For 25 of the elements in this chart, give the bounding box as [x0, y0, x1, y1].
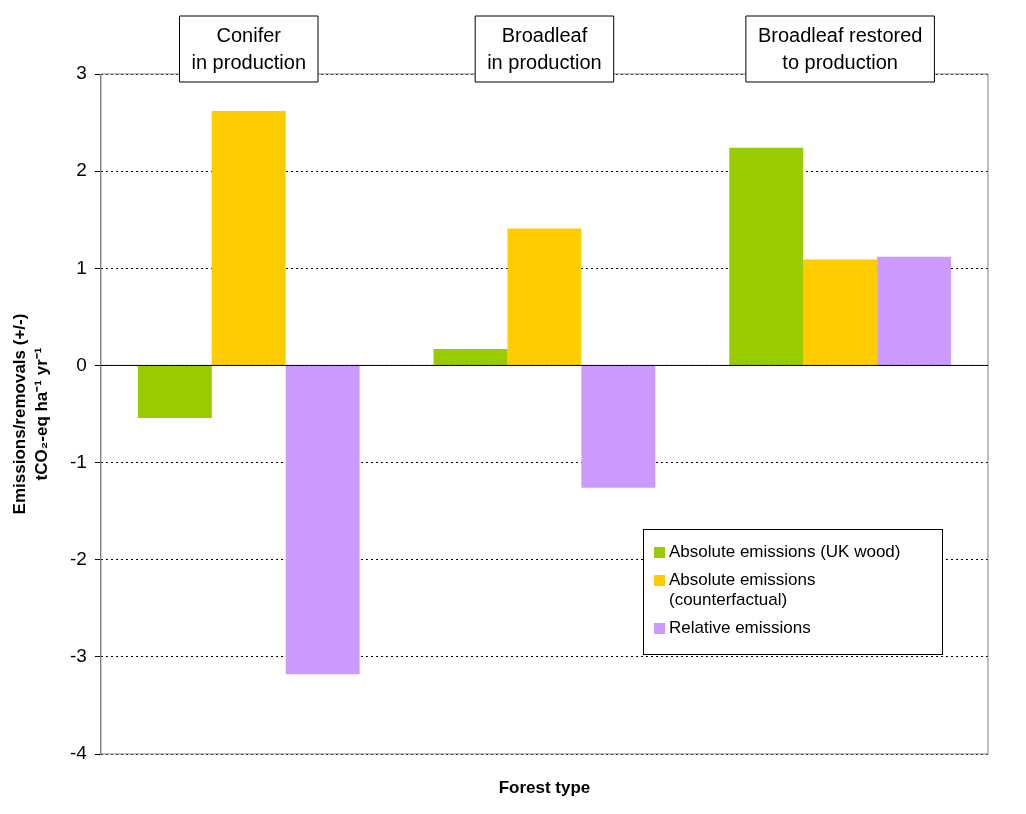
y-tick-label: 3: [76, 62, 87, 84]
bar: [729, 147, 804, 365]
x-tick-label: Conifer in production: [191, 23, 307, 73]
y-tick-label: -1: [69, 450, 87, 472]
bar: [285, 365, 360, 675]
y-tick-label: -4: [69, 742, 88, 764]
y-tick-label: 1: [76, 256, 87, 278]
bar: [803, 259, 878, 365]
bar: [877, 256, 952, 365]
bar: [211, 110, 286, 365]
bar: [137, 365, 212, 418]
bar: [507, 228, 582, 365]
x-tick-label: Broadleaf restored to production: [757, 23, 923, 73]
y-tick-label: -3: [69, 645, 87, 667]
y-tick-label: 0: [76, 353, 87, 375]
bar: [581, 365, 656, 488]
y-tick-label: -2: [69, 547, 87, 569]
legend-label: Absolute emissions (UK wood): [669, 542, 901, 562]
x-tick-label: Broadleaf in production: [487, 23, 602, 73]
x-axis-title: Forest type: [498, 777, 591, 797]
bar: [433, 348, 508, 365]
y-axis-title: Emissions/removals (+/-) tCO₂-eq ha⁻¹ yr⁻¹: [9, 313, 51, 515]
legend-label: Relative emissions: [669, 618, 811, 638]
y-tick-label: 2: [76, 159, 87, 181]
legend-label: Absolute emissions (counterfactual): [669, 570, 817, 610]
